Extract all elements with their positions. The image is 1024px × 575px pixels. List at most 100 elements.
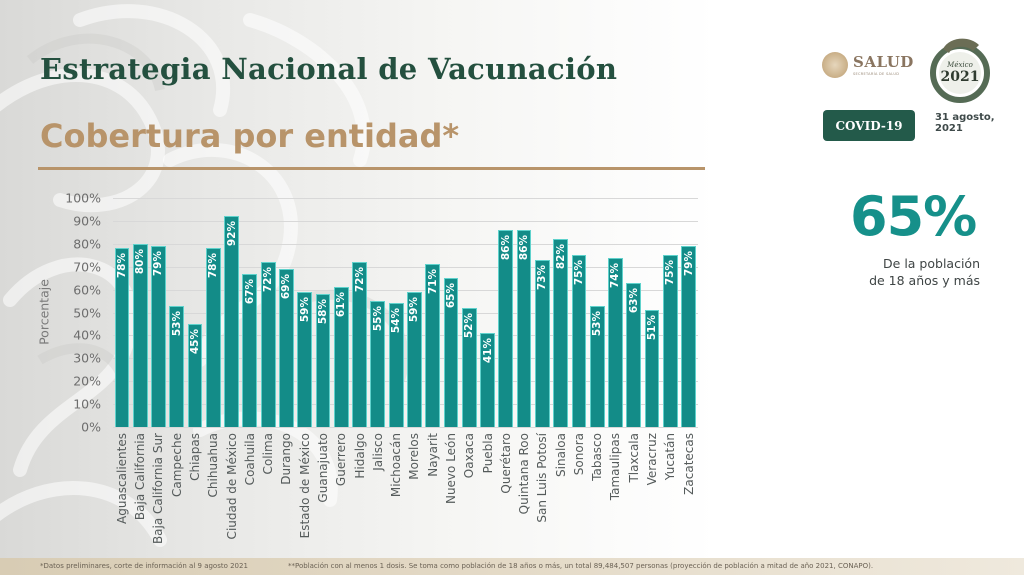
footnote-population: **Población con al menos 1 dosis. Se tom… xyxy=(288,562,874,570)
bar-value-label: 69% xyxy=(280,273,293,300)
x-category-label: Nuevo León xyxy=(443,433,458,505)
x-category-label: Baja California xyxy=(133,433,148,521)
x-category-label: Sinaloa xyxy=(553,433,568,477)
emblem-year: 2021 xyxy=(941,69,980,85)
bar-value-label: 53% xyxy=(591,310,604,336)
x-category-label: Aguascalientes xyxy=(114,433,129,524)
gridline xyxy=(113,427,698,428)
x-category-label: Estado de México xyxy=(297,433,312,539)
gridline xyxy=(113,244,698,245)
x-category-label: Guanajuato xyxy=(315,433,330,503)
x-category-label: Tabasco xyxy=(590,433,605,481)
x-category-label: Michoacán xyxy=(389,433,404,498)
bar-value-label: 82% xyxy=(554,244,567,270)
x-category-label: Yucatán xyxy=(663,433,678,481)
footer-band xyxy=(0,558,1024,575)
bar-value-label: 86% xyxy=(518,235,531,261)
x-category-label: Querétaro xyxy=(498,433,513,494)
gridline xyxy=(113,267,698,268)
bar: 54% xyxy=(388,303,404,427)
bar: 45% xyxy=(187,323,203,427)
bar-value-label: 75% xyxy=(572,260,585,286)
bar-value-label: 58% xyxy=(316,299,329,325)
y-tick-label: 20% xyxy=(73,373,101,389)
gridline xyxy=(113,221,698,222)
bar-value-label: 59% xyxy=(408,296,421,323)
date-line-1: 31 agosto, xyxy=(935,112,995,123)
bar-value-label: 72% xyxy=(353,267,366,293)
bar-value-label: 52% xyxy=(463,312,476,339)
bar: 67% xyxy=(242,273,258,427)
bar: 74% xyxy=(608,257,623,427)
y-tick-label: 40% xyxy=(73,327,101,343)
bar: 73% xyxy=(534,259,550,427)
bar-value-label: 71% xyxy=(426,269,439,295)
x-category-label: Campeche xyxy=(169,433,184,498)
bar-value-label: 65% xyxy=(444,283,457,309)
covid-19-badge: COVID-19 xyxy=(823,110,915,141)
x-category-label: Hidalgo xyxy=(352,433,367,479)
y-tick-label: 90% xyxy=(73,213,101,229)
bar-value-label: 45% xyxy=(189,328,202,355)
y-tick-label: 70% xyxy=(73,259,101,275)
x-category-label: Ciudad de México xyxy=(224,433,239,540)
gridline xyxy=(113,290,698,291)
title-divider xyxy=(38,167,705,170)
x-category-label: Quintana Roo xyxy=(517,433,532,515)
bar: 75% xyxy=(571,255,587,427)
gridline xyxy=(113,198,698,199)
x-category-label: Nayarit xyxy=(425,433,440,477)
x-category-label: Puebla xyxy=(480,433,495,474)
bar-value-label: 63% xyxy=(627,287,640,313)
bar-value-label: 72% xyxy=(262,267,275,293)
gridline xyxy=(113,358,698,359)
x-category-label: Morelos xyxy=(407,433,422,480)
bar-value-label: 59% xyxy=(298,296,311,323)
bar-value-label: 74% xyxy=(609,262,622,288)
bar-value-label: 51% xyxy=(646,315,659,341)
bar: 59% xyxy=(407,291,422,427)
bar: 52% xyxy=(461,307,477,427)
page-title: Estrategia Nacional de Vacunación xyxy=(40,52,618,86)
bar: 63% xyxy=(626,282,642,427)
y-tick-label: 80% xyxy=(73,236,101,252)
x-category-label: Chihuahua xyxy=(206,433,221,498)
bar-value-label: 78% xyxy=(207,253,220,279)
gridline xyxy=(113,313,698,314)
salud-subtext: SECRETARÍA DE SALUD xyxy=(853,71,900,76)
mexico-shield-icon xyxy=(822,52,848,78)
serpent-emblem-icon: México 2021 xyxy=(930,38,990,103)
salud-wordmark: SALUD xyxy=(853,52,914,71)
x-category-label: Oaxaca xyxy=(462,433,477,479)
mexico-2021-emblem: México 2021 xyxy=(929,33,991,103)
bar: 82% xyxy=(553,239,569,427)
bar: 69% xyxy=(279,268,294,427)
report-date: 31 agosto, 2021 xyxy=(935,112,1005,134)
bar: 79% xyxy=(151,246,166,427)
bar: 80% xyxy=(132,243,148,427)
date-line-2: 2021 xyxy=(935,123,963,134)
bar: 71% xyxy=(425,264,441,427)
x-category-label: Veracruz xyxy=(645,433,660,486)
bar: 72% xyxy=(352,262,367,427)
bar-value-label: 73% xyxy=(536,264,549,290)
bar: 72% xyxy=(260,262,276,427)
gridline xyxy=(113,381,698,382)
bar: 61% xyxy=(333,287,349,427)
caption-line-1: De la población xyxy=(883,256,980,271)
bar: 51% xyxy=(644,310,660,427)
x-category-label: Tlaxcala xyxy=(626,433,641,483)
x-category-label: Colima xyxy=(261,433,276,475)
bar-value-label: 55% xyxy=(371,306,384,332)
bar: 53% xyxy=(589,305,605,427)
bar: 53% xyxy=(169,305,185,427)
bar: 86% xyxy=(516,230,532,427)
gridline xyxy=(113,404,698,405)
bar-value-label: 75% xyxy=(664,260,677,286)
bar-value-label: 53% xyxy=(170,310,183,336)
bar: 78% xyxy=(114,248,130,427)
x-category-label: Baja California Sur xyxy=(151,433,166,545)
national-coverage-caption: De la población de 18 años y más xyxy=(850,255,980,289)
y-tick-label: 50% xyxy=(73,305,101,320)
bar-value-label: 80% xyxy=(134,248,147,274)
